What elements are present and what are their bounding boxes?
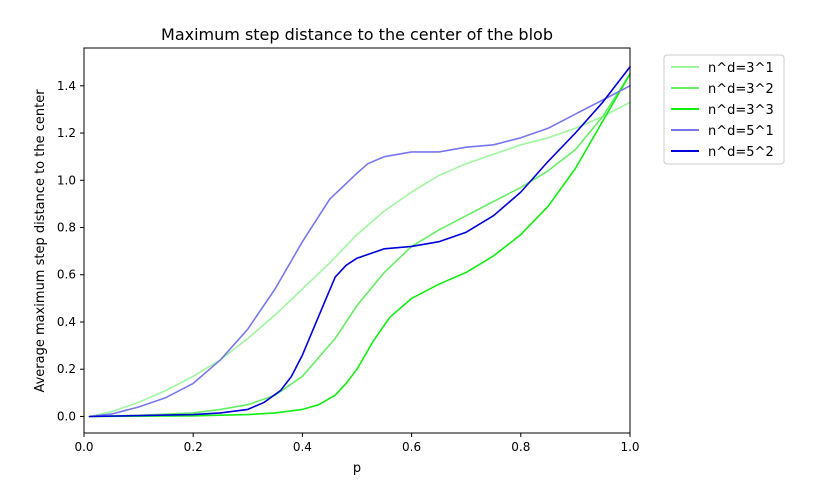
x-tick-label: 0.8 bbox=[511, 440, 530, 454]
y-tick-label: 0.2 bbox=[57, 362, 76, 376]
legend-label-3: n^d=3^3 bbox=[708, 103, 774, 118]
legend-label-5: n^d=5^2 bbox=[708, 145, 774, 160]
series-line-1 bbox=[88, 101, 631, 418]
y-axis-ticks: 0.0 0.2 0.4 0.6 0.8 1.0 1.2 1.4 bbox=[57, 79, 84, 423]
series-line-5 bbox=[88, 66, 631, 418]
x-tick-label: 1.0 bbox=[620, 440, 639, 454]
x-tick-label: 0.2 bbox=[184, 440, 203, 454]
legend-label-2: n^d=3^2 bbox=[708, 82, 774, 97]
x-tick-label: 0.4 bbox=[293, 440, 312, 454]
legend: n^d=3^1 n^d=3^2 n^d=3^3 n^d=5^1 n^d=5^2 bbox=[663, 54, 785, 165]
x-axis-ticks: 0.0 0.2 0.4 0.6 0.8 1.0 bbox=[74, 433, 640, 454]
y-tick-label: 0.8 bbox=[57, 221, 76, 235]
y-axis-label: Average maximum step distance to the cen… bbox=[33, 89, 48, 393]
series-line-2 bbox=[88, 73, 631, 418]
x-tick-label: 0.6 bbox=[402, 440, 421, 454]
legend-label-1: n^d=3^1 bbox=[708, 61, 774, 76]
plot-frame bbox=[83, 47, 631, 434]
x-axis-label: p bbox=[353, 461, 361, 476]
chart-title: Maximum step distance to the center of t… bbox=[161, 25, 553, 44]
y-tick-label: 1.2 bbox=[57, 126, 76, 140]
y-tick-label: 1.0 bbox=[57, 173, 76, 187]
x-tick-label: 0.0 bbox=[74, 440, 93, 454]
legend-box bbox=[663, 54, 785, 165]
y-tick-label: 1.4 bbox=[57, 79, 76, 93]
y-tick-label: 0.4 bbox=[57, 315, 76, 329]
legend-label-4: n^d=5^1 bbox=[708, 124, 774, 139]
y-tick-label: 0.0 bbox=[57, 409, 76, 423]
y-tick-label: 0.6 bbox=[57, 268, 76, 282]
series-line-4 bbox=[88, 85, 631, 418]
series-line-3 bbox=[88, 73, 631, 418]
plot-lines bbox=[88, 66, 631, 418]
